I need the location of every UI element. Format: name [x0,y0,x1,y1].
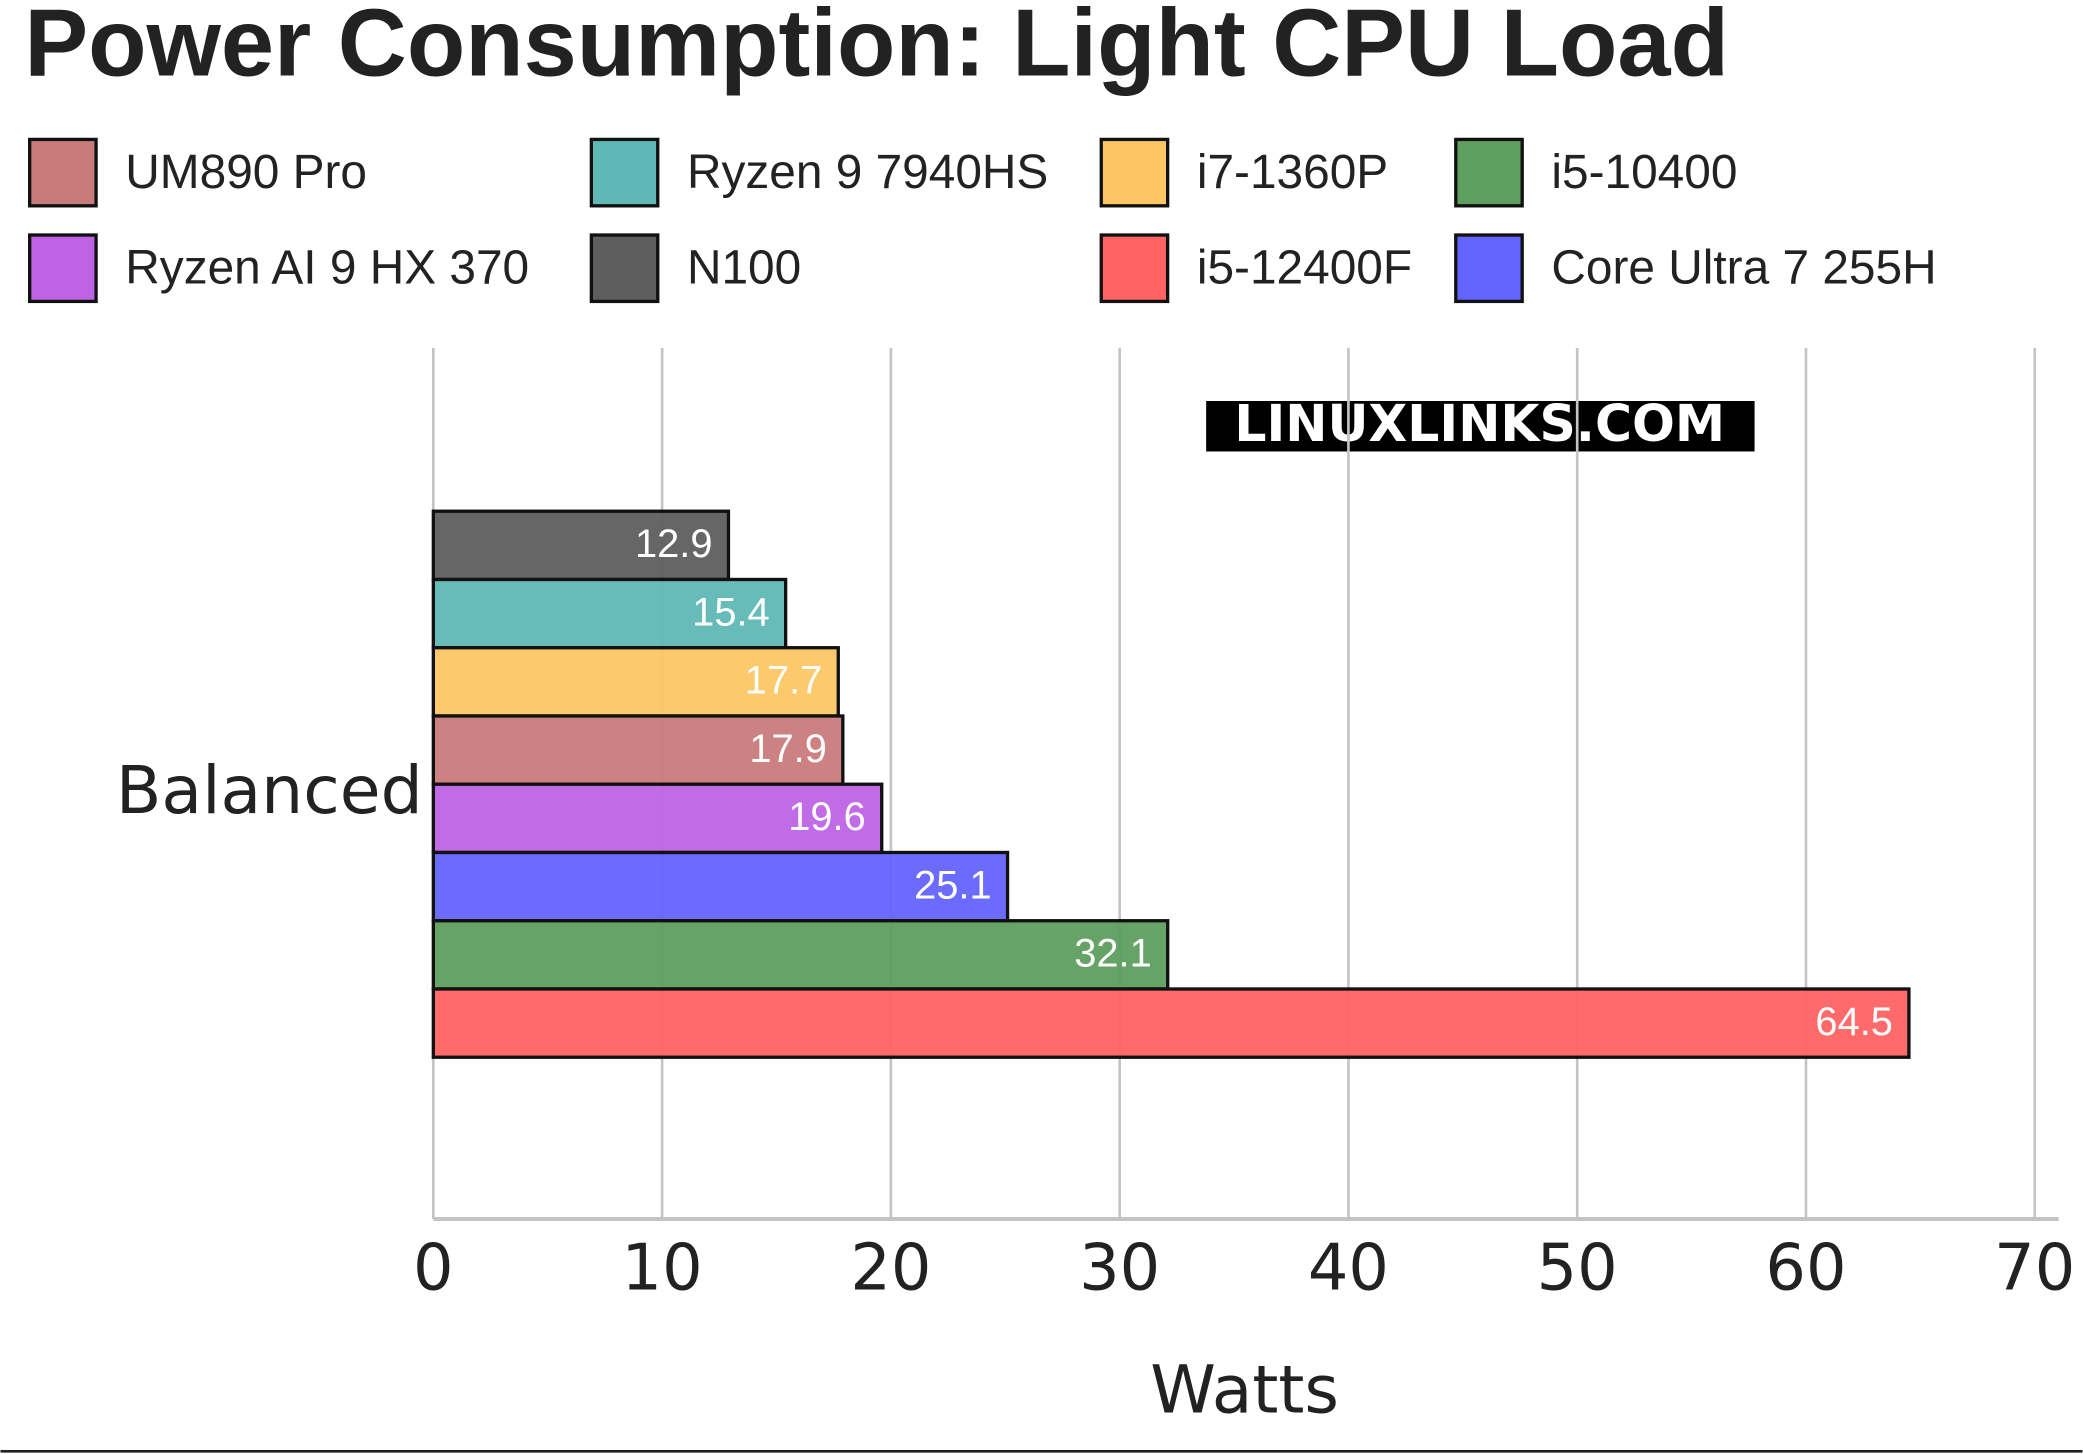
x-tick-label: 50 [1537,1232,1618,1306]
data-label: 19.6 [788,795,866,839]
x-tick-label: 40 [1308,1232,1389,1306]
legend-swatch [28,137,98,208]
bar [431,782,884,855]
bar [431,509,731,582]
legend-swatch [1454,233,1524,304]
legend-label: Ryzen AI 9 HX 370 [125,242,529,295]
watermark-bg [1206,401,1755,452]
data-label: 17.9 [749,727,827,771]
data-label: 25.1 [914,863,992,907]
data-label: 17.7 [745,659,823,703]
x-tick-label: 0 [413,1232,454,1306]
x-tick-label: 30 [1079,1232,1160,1306]
legend-label: Core Ultra 7 255H [1551,242,1936,295]
legend-swatch [1099,137,1170,208]
bar [431,987,1911,1059]
y-tick-label: Balanced [116,751,423,829]
watermark: LINUXLINKS.COM [1234,394,1725,453]
data-label: 32.1 [1074,932,1152,976]
bar [431,919,1170,991]
legend-swatch [589,137,660,208]
legend-label: i7-1360P [1197,146,1388,199]
legend-label: N100 [687,242,801,295]
chart-title: Power Consumption: Light CPU Load [24,0,1729,97]
x-tick-label: 20 [850,1232,931,1306]
legend-swatch [1099,233,1170,304]
legend-swatch [589,233,660,304]
legend-label: i5-10400 [1551,146,1737,199]
legend-label: UM890 Pro [125,146,367,199]
x-tick-label: 60 [1765,1232,1846,1306]
legend-swatch [28,233,98,304]
legend-label: i5-12400F [1197,242,1412,295]
legend-swatch [1454,137,1524,208]
data-label: 12.9 [635,522,713,566]
bar [431,646,840,718]
data-label: 64.5 [1815,1000,1893,1044]
x-axis-label: Watts [1150,1350,1339,1428]
x-tick-label: 10 [622,1232,703,1306]
x-tick-label: 70 [1994,1232,2075,1306]
data-label: 15.4 [692,590,770,634]
legend-label: Ryzen 9 7940HS [687,146,1048,199]
